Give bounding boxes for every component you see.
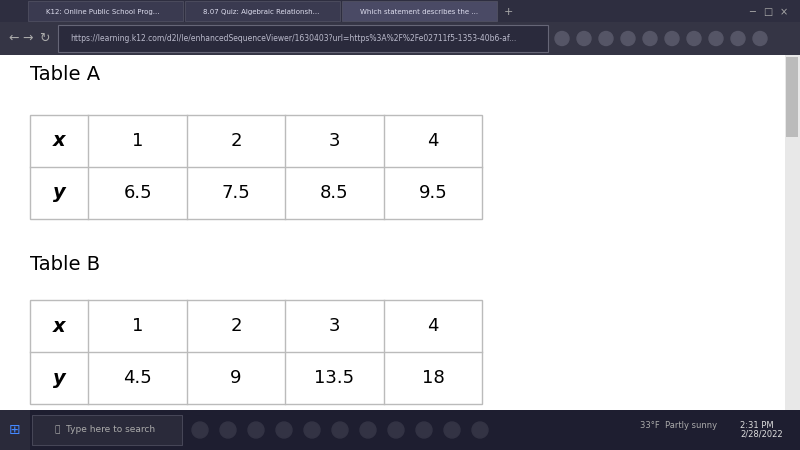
Circle shape xyxy=(555,32,569,45)
Bar xyxy=(786,57,798,137)
Bar xyxy=(600,410,800,450)
Text: Table A: Table A xyxy=(30,66,100,85)
Text: 8.07 Quiz: Algebraic Relationsh...: 8.07 Quiz: Algebraic Relationsh... xyxy=(203,9,319,15)
Text: +: + xyxy=(504,7,514,17)
Bar xyxy=(32,415,182,445)
Circle shape xyxy=(304,422,320,438)
Text: 🔍  Type here to search: 🔍 Type here to search xyxy=(55,426,155,435)
Text: ←: ← xyxy=(9,32,19,45)
Text: 2/28/2022: 2/28/2022 xyxy=(740,429,782,438)
Text: ─: ─ xyxy=(749,7,755,17)
Text: 33°F  Partly sunny: 33°F Partly sunny xyxy=(640,422,717,431)
Text: 1: 1 xyxy=(132,132,143,150)
Circle shape xyxy=(731,32,745,45)
Circle shape xyxy=(332,422,348,438)
Text: x: x xyxy=(53,131,66,150)
Circle shape xyxy=(444,422,460,438)
Text: K12: Online Public School Prog...: K12: Online Public School Prog... xyxy=(46,9,159,15)
Text: Table B: Table B xyxy=(30,256,100,274)
Circle shape xyxy=(192,422,208,438)
Circle shape xyxy=(753,32,767,45)
Bar xyxy=(30,115,482,219)
Text: 9: 9 xyxy=(230,369,242,387)
Circle shape xyxy=(388,422,404,438)
Text: 2: 2 xyxy=(230,317,242,335)
Bar xyxy=(185,1,340,21)
Bar xyxy=(342,1,497,21)
Bar xyxy=(0,22,800,55)
Text: 13.5: 13.5 xyxy=(314,369,354,387)
Text: 6.5: 6.5 xyxy=(123,184,152,202)
Text: □: □ xyxy=(763,7,773,17)
Circle shape xyxy=(577,32,591,45)
Circle shape xyxy=(643,32,657,45)
Text: y: y xyxy=(53,369,66,387)
Circle shape xyxy=(621,32,635,45)
Bar xyxy=(0,410,30,450)
Bar xyxy=(0,55,785,410)
Bar xyxy=(0,0,800,55)
Circle shape xyxy=(248,422,264,438)
Bar xyxy=(28,1,183,21)
Circle shape xyxy=(709,32,723,45)
Text: ×: × xyxy=(780,7,788,17)
Text: 3: 3 xyxy=(329,317,340,335)
Text: 4.5: 4.5 xyxy=(123,369,152,387)
Text: 1: 1 xyxy=(132,317,143,335)
Bar xyxy=(785,55,800,410)
Circle shape xyxy=(276,422,292,438)
Circle shape xyxy=(472,422,488,438)
Text: →: → xyxy=(22,32,34,45)
Text: 3: 3 xyxy=(329,132,340,150)
Text: ↻: ↻ xyxy=(38,32,50,45)
Circle shape xyxy=(360,422,376,438)
Text: 4: 4 xyxy=(427,132,438,150)
Circle shape xyxy=(665,32,679,45)
Text: 4: 4 xyxy=(427,317,438,335)
Text: ⊞: ⊞ xyxy=(9,423,21,437)
Circle shape xyxy=(220,422,236,438)
Circle shape xyxy=(416,422,432,438)
Circle shape xyxy=(599,32,613,45)
Text: 18: 18 xyxy=(422,369,444,387)
Text: https://learning.k12.com/d2l/le/enhancedSequenceViewer/1630403?url=https%3A%2F%2: https://learning.k12.com/d2l/le/enhanced… xyxy=(70,34,516,43)
Bar xyxy=(0,0,800,22)
Bar xyxy=(30,300,482,404)
Text: 7.5: 7.5 xyxy=(222,184,250,202)
Text: 2: 2 xyxy=(230,132,242,150)
Text: 8.5: 8.5 xyxy=(320,184,349,202)
Text: 2:31 PM: 2:31 PM xyxy=(740,420,774,429)
Text: x: x xyxy=(53,316,66,336)
Text: Which statement describes the ...: Which statement describes the ... xyxy=(360,9,478,15)
Circle shape xyxy=(687,32,701,45)
Text: y: y xyxy=(53,184,66,202)
Bar xyxy=(58,25,548,52)
Bar xyxy=(0,410,800,450)
Text: 9.5: 9.5 xyxy=(418,184,447,202)
